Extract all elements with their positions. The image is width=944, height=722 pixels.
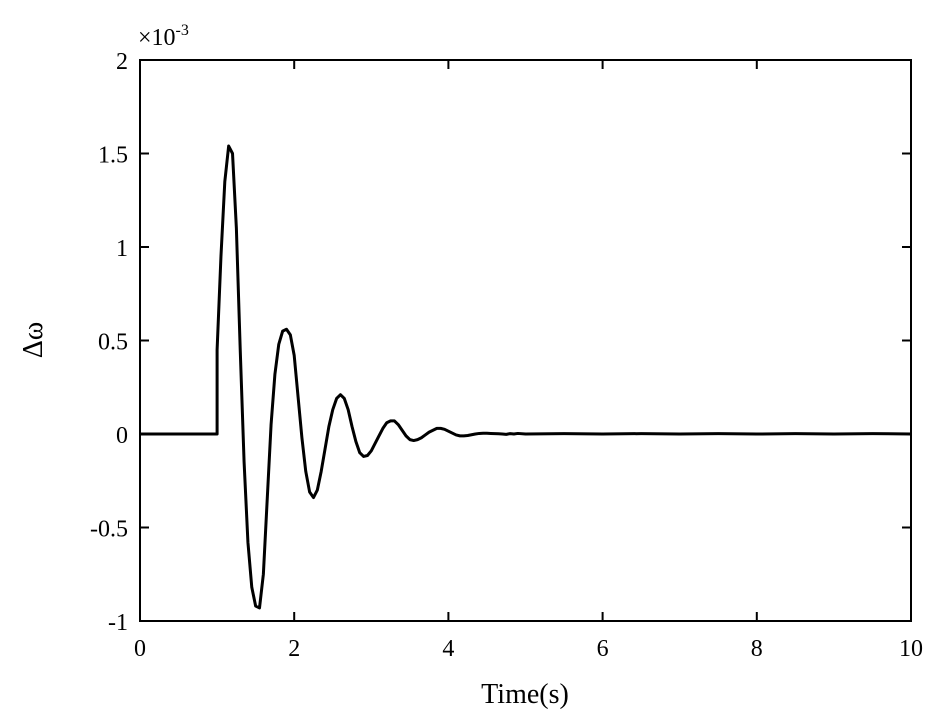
y-exponent-power: -3 [176,22,189,39]
tick-labels: 0 2 4 6 8 10 -1 -0.5 0 0.5 1 1.5 2 [90,49,923,662]
x-tick-label: 10 [899,636,923,662]
x-tick-label: 0 [134,636,146,662]
y-tick-label: 1 [116,236,128,262]
x-tick-label: 6 [597,636,609,662]
series-line [140,144,912,610]
y-tick-label: -1 [108,610,128,636]
y-axis-exponent: ×10-3 [138,22,189,51]
plot-frame [139,59,912,622]
x-tick-label: 2 [288,636,300,662]
y-tick-label: 0 [116,423,128,449]
y-tick-label: 2 [116,49,128,75]
y-exponent-base: ×10 [138,25,176,51]
x-tick-label: 4 [442,636,454,662]
axis-ticks [139,59,912,622]
y-axis-label: Δω [18,322,49,358]
x-tick-label: 8 [751,636,763,662]
y-tick-label: 0.5 [98,330,128,356]
y-tick-label: -0.5 [90,517,128,543]
x-axis-label: Time(s) [481,679,569,710]
y-tick-label: 1.5 [98,143,128,169]
